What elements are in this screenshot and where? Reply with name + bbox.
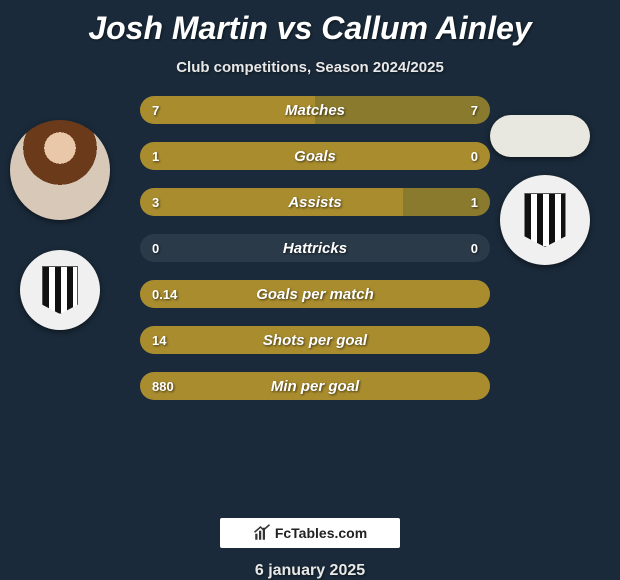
comparison-infographic: Josh Martin vs Callum Ainley Club compet… [0,0,620,580]
stat-label: Assists [140,194,490,211]
stat-value-right: 0 [471,149,478,164]
stat-value-right: 7 [471,103,478,118]
stat-value-left: 880 [152,379,174,394]
stat-row: Assists3 1 [140,188,490,216]
stat-row: Min per goal880 [140,372,490,400]
date-text: 6 january 2025 [255,562,365,580]
stat-row: Goals per match0.14 [140,280,490,308]
page-title: Josh Martin vs Callum Ainley [88,10,531,47]
stat-label: Matches [140,102,490,119]
stat-label: Shots per goal [140,332,490,349]
brand-box: FcTables.com [220,518,400,548]
stat-value-left: 7 [152,103,159,118]
stat-label: Goals per match [140,286,490,303]
stat-label: Goals [140,148,490,165]
stats-chart: Matches77Goals10Assists31Hattricks00Goal… [0,96,620,504]
stat-value-left: 1 [152,149,159,164]
stat-value-right: 1 [471,195,478,210]
stat-value-left: 0 [152,241,159,256]
stat-label: Hattricks [140,240,490,257]
stat-row: Goals1 0 [140,142,490,170]
page-subtitle: Club competitions, Season 2024/2025 [176,59,444,76]
stat-value-left: 14 [152,333,166,348]
brand-chart-icon [253,524,271,542]
stat-value-left: 3 [152,195,159,210]
stat-label: Min per goal [140,378,490,395]
stat-row: Shots per goal14 [140,326,490,354]
stat-value-right: 0 [471,241,478,256]
stat-row: Hattricks0 0 [140,234,490,262]
stat-row: Matches7 7 [140,96,490,124]
brand-text: FcTables.com [275,525,367,541]
stat-value-left: 0.14 [152,287,177,302]
